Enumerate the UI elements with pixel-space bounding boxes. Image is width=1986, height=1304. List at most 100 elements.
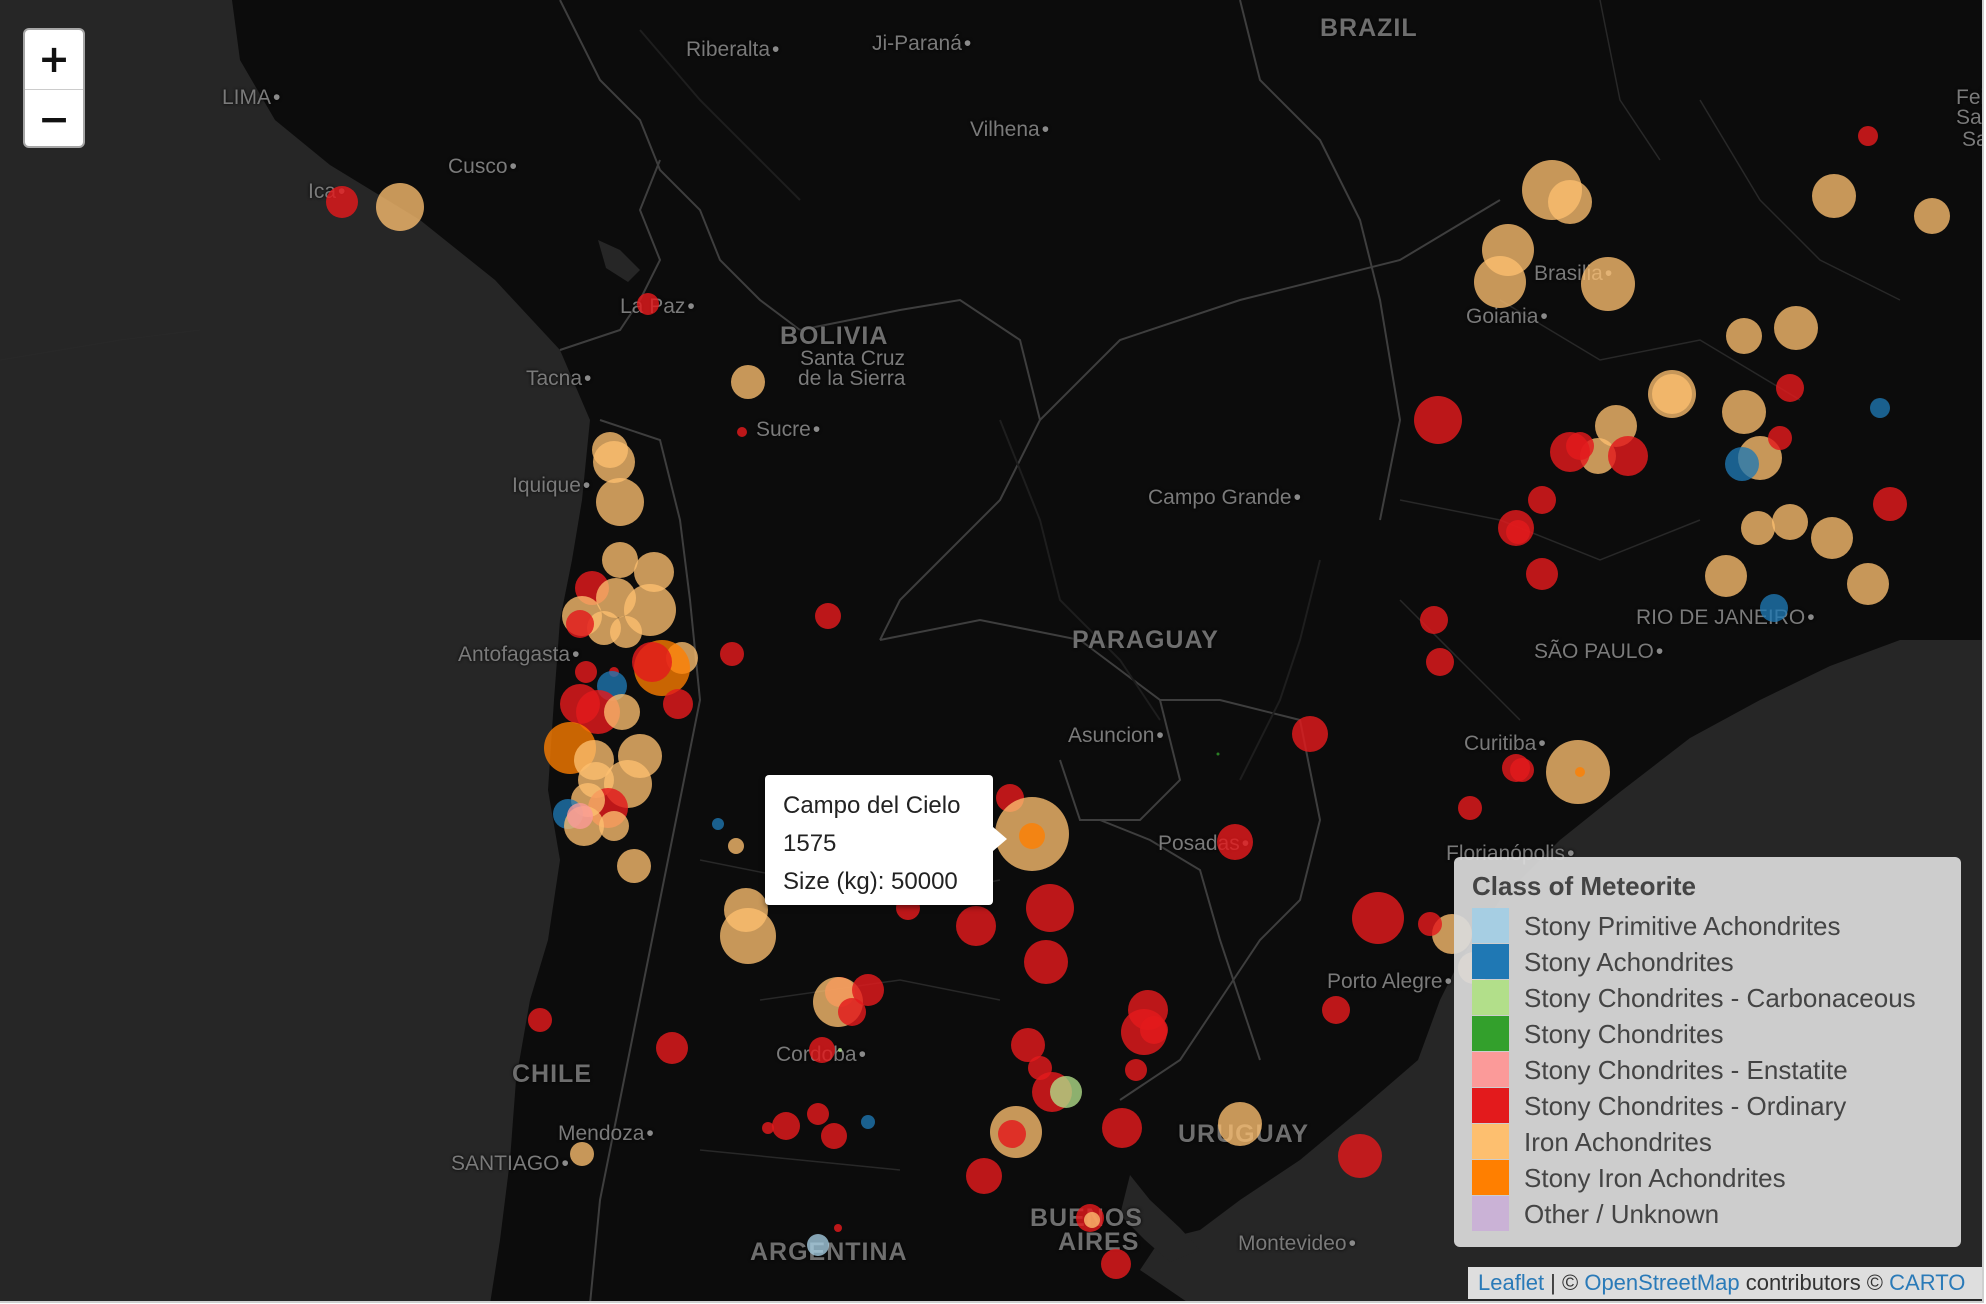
meteorite-marker[interactable] (1528, 486, 1556, 514)
meteorite-marker[interactable] (966, 1158, 1002, 1194)
meteorite-marker[interactable] (815, 603, 841, 629)
meteorite-marker[interactable] (712, 818, 724, 830)
meteorite-marker[interactable] (376, 183, 424, 231)
meteorite-marker[interactable] (575, 661, 597, 683)
meteorite-marker[interactable] (809, 1037, 835, 1063)
meteorite-marker[interactable] (1608, 436, 1648, 476)
meteorite-marker[interactable] (838, 998, 866, 1026)
meteorite-marker[interactable] (1914, 198, 1950, 234)
meteorite-marker[interactable] (1140, 1016, 1168, 1044)
meteorite-marker[interactable] (617, 849, 651, 883)
meteorite-marker[interactable] (1741, 511, 1775, 545)
meteorite-marker[interactable] (1575, 767, 1585, 777)
meteorite-marker[interactable] (1870, 398, 1890, 418)
meteorite-marker[interactable] (1420, 606, 1448, 634)
meteorite-marker[interactable] (1858, 126, 1878, 146)
meteorite-marker[interactable] (1125, 1059, 1147, 1081)
meteorite-marker[interactable] (1474, 256, 1526, 308)
meteorite-marker[interactable] (593, 441, 635, 483)
legend-item: Stony Chondrites - Enstatite (1472, 1052, 1943, 1088)
meteorite-marker[interactable] (724, 888, 768, 932)
meteorite-marker[interactable] (1510, 758, 1534, 782)
meteorite-marker[interactable] (762, 1122, 774, 1134)
meteorite-marker[interactable] (632, 642, 672, 682)
leaflet-link[interactable]: Leaflet (1478, 1270, 1545, 1295)
meteorite-marker[interactable] (1026, 884, 1074, 932)
meteorite-marker[interactable] (1217, 824, 1253, 860)
osm-link[interactable]: OpenStreetMap (1584, 1270, 1740, 1295)
meteorite-marker[interactable] (1526, 558, 1558, 590)
meteorite-marker[interactable] (1581, 257, 1635, 311)
meteorite-marker[interactable] (821, 1123, 847, 1149)
meteorite-marker[interactable] (566, 610, 594, 638)
meteorite-marker[interactable] (602, 542, 638, 578)
carto-link[interactable]: CARTO (1889, 1270, 1966, 1295)
meteorite-marker[interactable] (1506, 520, 1530, 544)
meteorite-marker[interactable] (807, 1234, 829, 1256)
meteorite-marker[interactable] (1772, 504, 1808, 540)
meteorite-marker[interactable] (1050, 1076, 1082, 1108)
meteorite-marker[interactable] (852, 974, 884, 1006)
legend: Class of Meteorite Stony Primitive Achon… (1454, 857, 1961, 1247)
meteorite-marker[interactable] (1458, 796, 1482, 820)
meteorite-marker[interactable] (326, 186, 358, 218)
meteorite-marker[interactable] (1722, 390, 1766, 434)
meteorite-marker[interactable] (737, 427, 747, 437)
meteorite-marker[interactable] (861, 1115, 875, 1129)
meteorite-marker[interactable] (1726, 318, 1762, 354)
meteorite-marker[interactable] (570, 1142, 594, 1166)
meteorite-marker[interactable] (1216, 752, 1220, 756)
meteorite-marker[interactable] (596, 478, 644, 526)
meteorite-marker[interactable] (637, 293, 659, 315)
meteorite-marker[interactable] (1426, 648, 1454, 676)
meteorite-marker[interactable] (1084, 1212, 1100, 1228)
meteorite-marker[interactable] (1873, 487, 1907, 521)
meteorite-marker[interactable] (634, 552, 674, 592)
meteorite-marker[interactable] (1652, 374, 1692, 414)
meteorite-marker[interactable] (998, 1120, 1026, 1148)
meteorite-marker[interactable] (1011, 1028, 1045, 1062)
meteorite-marker[interactable] (1292, 716, 1328, 752)
meteorite-marker[interactable] (1338, 1134, 1382, 1178)
legend-swatch (1472, 908, 1509, 943)
meteorite-marker[interactable] (1218, 1102, 1262, 1146)
meteorite-marker[interactable] (1418, 912, 1442, 936)
meteorite-marker[interactable] (599, 811, 629, 841)
meteorite-marker[interactable] (1760, 594, 1788, 622)
meteorite-marker[interactable] (528, 1008, 552, 1032)
meteorite-marker[interactable] (1768, 426, 1792, 450)
meteorite-marker[interactable] (1024, 940, 1068, 984)
meteorite-marker[interactable] (728, 838, 744, 854)
meteorite-marker[interactable] (956, 906, 996, 946)
meteorite-marker[interactable] (720, 642, 744, 666)
meteorite-marker[interactable] (838, 1048, 842, 1052)
zoom-in-button[interactable]: + (25, 30, 83, 90)
meteorite-marker[interactable] (610, 616, 642, 648)
meteorite-marker[interactable] (1019, 823, 1045, 849)
meteorite-marker[interactable] (656, 1032, 688, 1064)
meteorite-marker[interactable] (1812, 174, 1856, 218)
meteorite-marker[interactable] (1548, 180, 1592, 224)
meteorite-marker[interactable] (604, 694, 640, 730)
meteorite-marker[interactable] (567, 803, 593, 829)
meteorite-marker[interactable] (1811, 517, 1853, 559)
meteorite-marker[interactable] (1352, 892, 1404, 944)
meteorite-marker[interactable] (663, 689, 693, 719)
meteorite-marker[interactable] (1566, 432, 1594, 460)
meteorite-marker[interactable] (1774, 306, 1818, 350)
meteorite-marker[interactable] (1414, 396, 1462, 444)
meteorite-marker[interactable] (834, 1224, 842, 1232)
meteorite-marker[interactable] (1725, 447, 1759, 481)
meteorite-marker[interactable] (772, 1112, 800, 1140)
meteorite-marker[interactable] (1102, 1108, 1142, 1148)
zoom-out-button[interactable]: − (38, 97, 70, 141)
meteorite-marker[interactable] (807, 1103, 829, 1125)
meteorite-marker[interactable] (731, 365, 765, 399)
meteorite-marker[interactable] (1776, 374, 1804, 402)
meteorite-marker[interactable] (1322, 996, 1350, 1024)
meteorite-marker[interactable] (1101, 1249, 1131, 1279)
meteorite-marker[interactable] (1847, 563, 1889, 605)
meteorite-marker[interactable] (1705, 555, 1747, 597)
